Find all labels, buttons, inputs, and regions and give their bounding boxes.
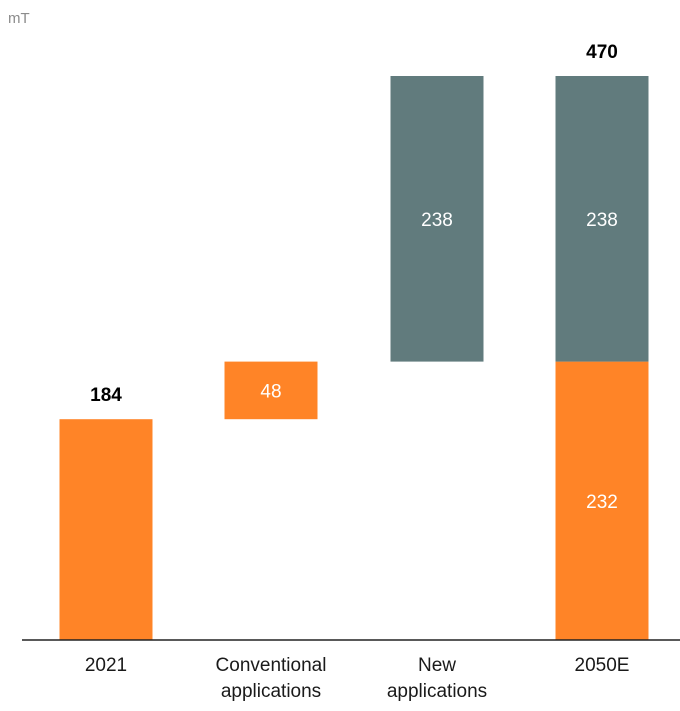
- bar-value-label-4: 238: [586, 210, 618, 231]
- bar-2: [390, 76, 484, 362]
- x-tick-label-1: Conventional applications: [216, 655, 327, 702]
- unit-label: mT: [8, 10, 30, 27]
- bar-1: [224, 361, 318, 420]
- x-tick-label-2: New applications: [387, 655, 487, 702]
- bar-total-label-4: 470: [586, 42, 618, 63]
- x-tick-label-3: 2050E: [575, 655, 630, 676]
- bar-value-label-3: 232: [586, 492, 618, 513]
- bar-3: [555, 361, 649, 640]
- bar-4: [555, 76, 649, 362]
- bar-value-label-1: 48: [260, 381, 281, 402]
- bar-value-label-2: 238: [421, 210, 453, 231]
- bar-total-label-0: 184: [90, 385, 122, 406]
- x-tick-label-0: 2021: [85, 655, 127, 676]
- bar-0: [59, 419, 153, 640]
